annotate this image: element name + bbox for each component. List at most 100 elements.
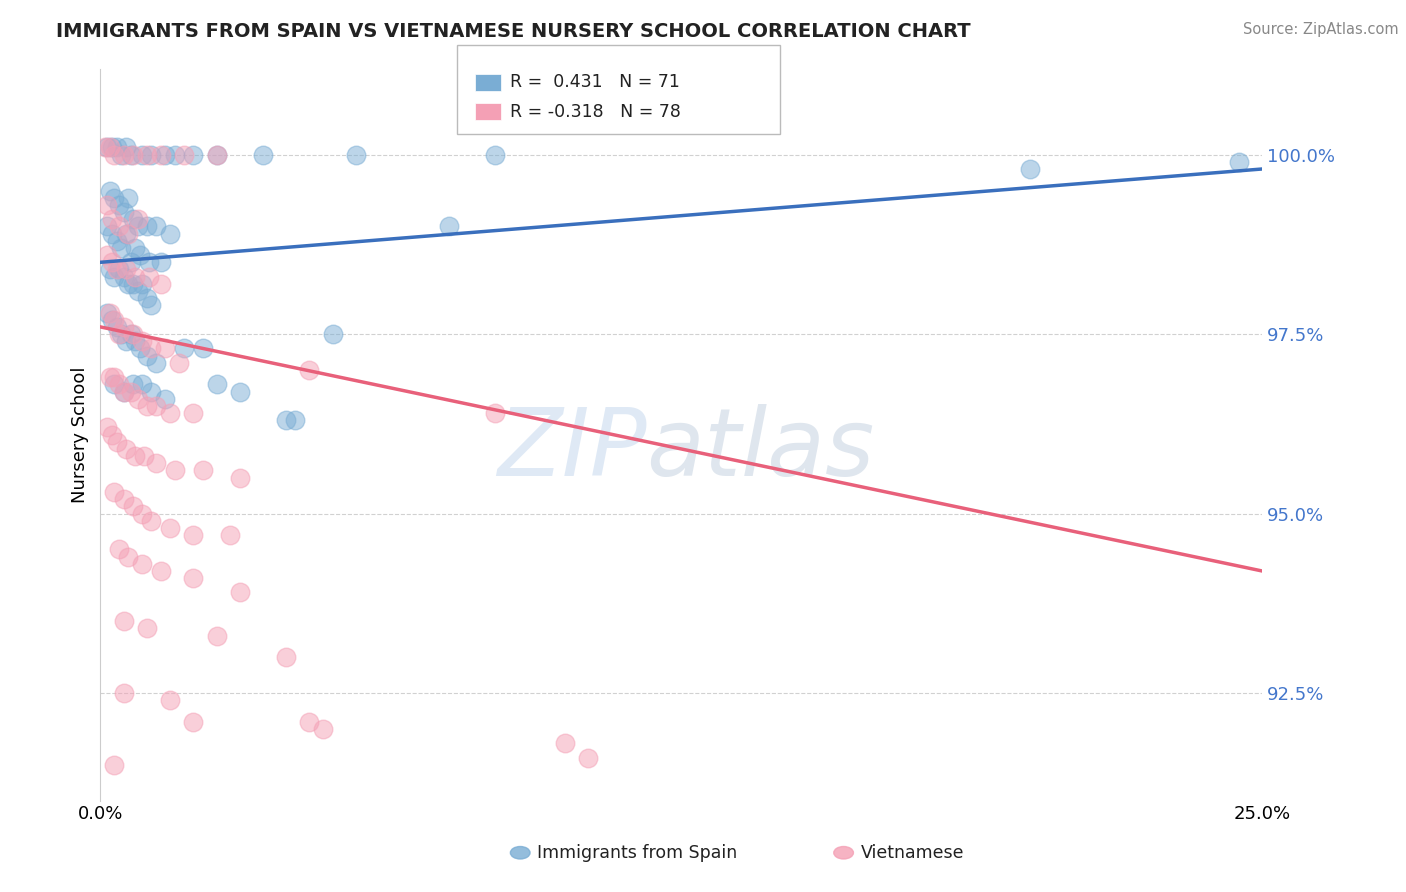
Point xyxy=(219,528,242,542)
Point xyxy=(191,342,214,356)
Point xyxy=(181,714,204,729)
Point xyxy=(112,269,135,284)
Point xyxy=(205,377,228,392)
Y-axis label: Nursery School: Nursery School xyxy=(72,367,89,503)
Point xyxy=(112,614,135,628)
Point xyxy=(112,147,135,161)
Point xyxy=(163,463,186,477)
Point xyxy=(122,327,145,342)
Point xyxy=(149,277,172,291)
Point xyxy=(437,219,460,234)
Point xyxy=(98,370,121,384)
Point xyxy=(108,219,131,234)
Point xyxy=(94,140,117,154)
Point xyxy=(122,500,145,514)
Point xyxy=(554,736,576,750)
Point xyxy=(103,370,125,384)
Point xyxy=(181,406,204,420)
Point xyxy=(115,334,138,349)
Point xyxy=(484,406,506,420)
Point xyxy=(135,349,157,363)
Point xyxy=(149,255,172,269)
Point xyxy=(96,140,118,154)
Point xyxy=(110,241,132,255)
Point xyxy=(284,413,307,427)
Point xyxy=(115,262,138,277)
Point xyxy=(135,621,157,635)
Point xyxy=(120,255,142,269)
Point xyxy=(173,147,195,161)
Point xyxy=(103,757,125,772)
Point xyxy=(163,147,186,161)
Point xyxy=(149,147,172,161)
Point xyxy=(120,384,142,399)
Point xyxy=(105,234,128,248)
Point xyxy=(117,277,139,291)
Point xyxy=(127,212,149,227)
Point xyxy=(112,384,135,399)
Point xyxy=(159,227,181,241)
Point xyxy=(103,147,125,161)
Point xyxy=(131,334,153,349)
Point xyxy=(1018,161,1040,176)
Point xyxy=(112,686,135,700)
Point xyxy=(128,342,150,356)
Point xyxy=(159,693,181,707)
Point xyxy=(229,470,252,484)
Point xyxy=(131,277,153,291)
Point xyxy=(135,147,157,161)
Point xyxy=(112,205,135,219)
Point xyxy=(96,248,118,262)
Point xyxy=(112,384,135,399)
Point xyxy=(205,147,228,161)
Point xyxy=(173,342,195,356)
Point xyxy=(138,255,160,269)
Point xyxy=(101,312,124,326)
Point xyxy=(105,434,128,449)
Point xyxy=(131,557,153,571)
Point xyxy=(124,241,146,255)
Point xyxy=(112,319,135,334)
Point xyxy=(127,284,149,298)
Point xyxy=(101,427,124,442)
Point xyxy=(108,327,131,342)
Point xyxy=(122,147,145,161)
Point xyxy=(124,334,146,349)
Point xyxy=(252,147,274,161)
Point xyxy=(134,449,156,463)
Text: Immigrants from Spain: Immigrants from Spain xyxy=(537,844,737,862)
Point xyxy=(159,521,181,535)
Point xyxy=(155,342,177,356)
Point xyxy=(127,392,149,406)
Point xyxy=(128,248,150,262)
Point xyxy=(98,140,121,154)
Text: R = -0.318   N = 78: R = -0.318 N = 78 xyxy=(510,103,682,120)
Point xyxy=(135,399,157,413)
Point xyxy=(105,319,128,334)
Point xyxy=(276,413,298,427)
Point xyxy=(141,298,163,312)
Point xyxy=(229,384,252,399)
Point xyxy=(205,628,228,642)
Point xyxy=(155,147,177,161)
Point xyxy=(96,219,118,234)
Point xyxy=(110,147,132,161)
Point xyxy=(141,342,163,356)
Point xyxy=(101,227,124,241)
Point xyxy=(101,212,124,227)
Point xyxy=(322,327,344,342)
Point xyxy=(145,456,167,470)
Point xyxy=(145,219,167,234)
Point xyxy=(205,147,228,161)
Point xyxy=(155,392,177,406)
Text: IMMIGRANTS FROM SPAIN VS VIETNAMESE NURSERY SCHOOL CORRELATION CHART: IMMIGRANTS FROM SPAIN VS VIETNAMESE NURS… xyxy=(56,22,972,41)
Point xyxy=(135,291,157,305)
Point xyxy=(96,198,118,212)
Point xyxy=(141,384,163,399)
Point xyxy=(181,571,204,585)
Point xyxy=(124,449,146,463)
Point xyxy=(115,227,138,241)
Point xyxy=(105,262,128,277)
Point xyxy=(103,269,125,284)
Text: ZIP: ZIP xyxy=(496,404,647,495)
